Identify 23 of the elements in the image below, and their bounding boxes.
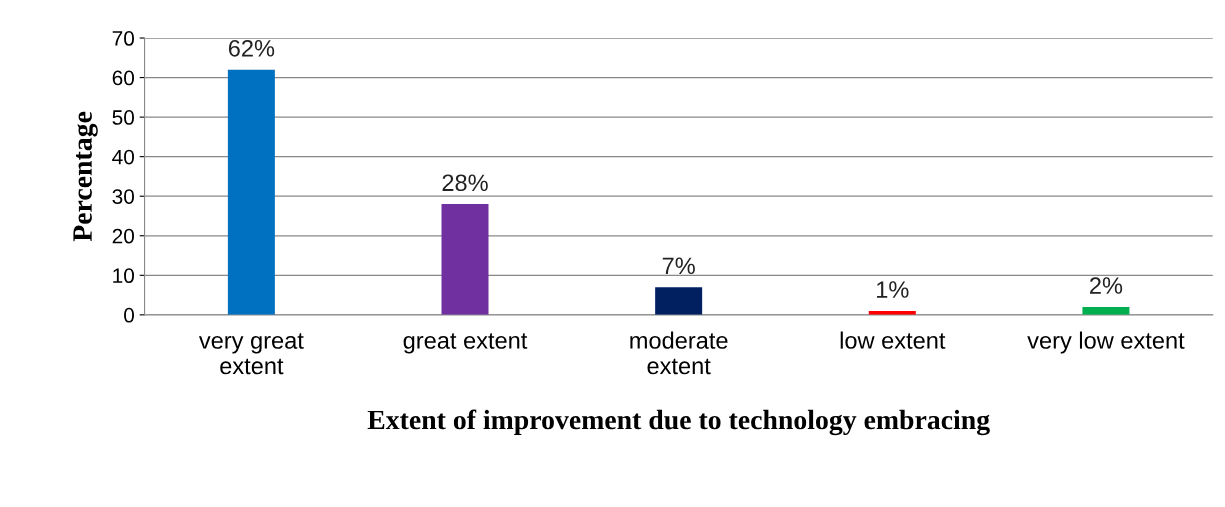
data-label: 28% [442, 174, 488, 192]
x-axis-title: Extent of improvement due to technology embracing [367, 409, 990, 436]
data-label: 2% [1090, 277, 1123, 294]
y-tick-label: 70 [112, 31, 135, 46]
bar [441, 204, 489, 315]
data-label: 1% [877, 281, 909, 298]
y-tick-label: 40 [112, 149, 135, 165]
x-tick-label: very low extent [1027, 331, 1185, 354]
data-label: 7% [662, 257, 695, 275]
x-tick-label: moderate extent [630, 331, 728, 375]
y-tick-label: 30 [112, 189, 135, 204]
y-tick-label: 20 [112, 228, 135, 244]
x-tick-label: very great extent [198, 333, 304, 375]
y-tick-label: 60 [112, 70, 135, 86]
x-tick-label: low extent [840, 331, 946, 349]
data-label: 62% [228, 39, 275, 57]
y-tick-label: 50 [112, 110, 135, 125]
y-tick-label: 10 [113, 268, 135, 284]
y-tick-label: 0 [124, 307, 135, 323]
bar [655, 287, 703, 315]
y-axis-title: Percentage [73, 111, 98, 242]
bar [227, 69, 275, 315]
x-tick-label: great extent [403, 333, 528, 354]
